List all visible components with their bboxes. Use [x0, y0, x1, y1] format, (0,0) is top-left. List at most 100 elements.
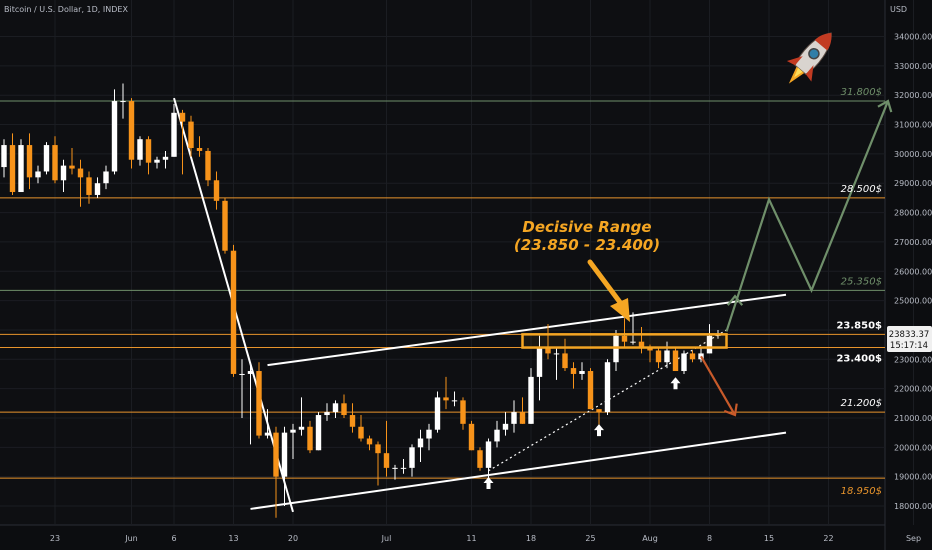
time-tick-label: Sep	[906, 534, 921, 543]
candle-body	[222, 200, 228, 251]
candle-body	[264, 432, 271, 436]
rocket-icon	[786, 32, 832, 84]
candle-body	[256, 371, 262, 436]
candle-body	[451, 400, 458, 402]
time-tick-label: 22	[823, 534, 833, 543]
candle-body	[638, 341, 645, 348]
support-markers	[483, 377, 681, 489]
level-label: 23.850$	[836, 320, 882, 331]
candle-body	[613, 335, 619, 363]
candle-body	[273, 432, 279, 477]
candle-body	[281, 432, 288, 477]
candle-body	[213, 180, 220, 201]
trendline-channel-top	[267, 293, 787, 367]
candle-body	[349, 415, 356, 427]
last-price-tag-bg	[887, 326, 932, 352]
symbol-title: Bitcoin / U.S. Dollar, 1D, INDEX	[4, 5, 128, 14]
candle-body	[77, 168, 84, 178]
time-tick-label: 18	[526, 534, 536, 543]
trendline-channel-bottom	[250, 431, 787, 510]
candle-body	[247, 371, 254, 374]
candle-body	[536, 347, 543, 377]
time-tick-label: 11	[466, 534, 476, 543]
price-tick-label: 18000.00	[894, 502, 932, 511]
candle-body	[621, 335, 628, 342]
annotation-line1: Decisive Range	[522, 218, 651, 236]
candle-body	[434, 397, 441, 430]
candle-body	[494, 429, 500, 442]
price-axis-panel	[885, 0, 932, 550]
bull-projection-path	[725, 100, 890, 332]
candle-body	[86, 177, 92, 195]
level-label: 23.400$	[836, 354, 882, 365]
candle-body	[545, 347, 551, 354]
annotation-line2: (23.850 - 23.400)	[514, 236, 660, 254]
candle-body	[26, 145, 33, 178]
candle-body	[324, 412, 330, 416]
candle-body	[94, 183, 101, 195]
time-tick-label: Jul	[381, 534, 392, 543]
candle-body	[239, 373, 245, 375]
candle-body	[477, 450, 483, 468]
candle-body	[162, 156, 169, 160]
level-labels: 31.800$ 28.500$ 25.350$ 23.850$ 23.400$ 21.20…	[836, 87, 882, 497]
projection-arrows	[700, 99, 893, 417]
candle-body	[392, 467, 398, 469]
price-tick-label: 27000.00	[894, 238, 932, 247]
candle-body	[60, 165, 67, 181]
candle-body	[579, 371, 585, 374]
candle-body	[341, 403, 347, 416]
candle-body	[417, 438, 424, 448]
price-tick-label: 19000.00	[894, 473, 932, 482]
candle-body	[553, 353, 560, 355]
candle-body	[604, 362, 611, 413]
time-tick-label: 23	[50, 534, 60, 543]
time-axis-ticks: 23 Jun 6 13 20 Jul 11 18 25 Aug 8 15 22 Sep	[50, 534, 921, 543]
candle-countdown: 15:17:14	[890, 341, 928, 351]
price-tick-label: 33000.00	[894, 62, 932, 71]
candle-body	[137, 139, 143, 160]
level-label: 25.350$	[841, 276, 882, 287]
candle-body	[485, 441, 492, 468]
candle-body	[315, 415, 322, 451]
candle-body	[111, 101, 118, 172]
candle-body	[587, 371, 594, 410]
candle-body	[460, 400, 466, 424]
price-tick-label: 26000.00	[894, 267, 932, 276]
candle-body	[1, 145, 7, 168]
candle-body	[298, 426, 305, 430]
candle-body	[519, 412, 526, 424]
candle-body	[502, 423, 509, 430]
decisive-range-box	[521, 333, 728, 349]
decisive-range-annotation: Decisive Range (23.850 - 23.400)	[514, 218, 660, 322]
candle-body	[647, 347, 653, 351]
level-label: 21.200$	[841, 398, 882, 409]
candle-body	[468, 423, 475, 451]
trendline-support-diagonal	[488, 329, 727, 472]
candle-body	[307, 426, 313, 451]
last-price-tag: 23833.37 15:17:14	[887, 326, 932, 352]
last-price-value: 23833.37	[889, 330, 930, 340]
candle-body	[205, 150, 211, 181]
price-tick-label: 28000.00	[894, 209, 932, 218]
time-tick-label: 8	[707, 534, 712, 543]
range-box-layer	[521, 333, 728, 349]
time-tick-label: 6	[171, 534, 176, 543]
candle-body	[655, 350, 662, 363]
time-tick-label: 13	[228, 534, 238, 543]
annotation-arrow-shaft	[587, 259, 625, 308]
support-arrow-icon	[483, 476, 494, 489]
level-label: 31.800$	[841, 87, 882, 98]
candle-body	[171, 112, 177, 157]
candle-body	[681, 353, 687, 372]
candle-body	[69, 165, 75, 169]
time-tick-label: 15	[764, 534, 774, 543]
time-tick-label: Jun	[124, 534, 138, 543]
candle-body	[409, 447, 415, 468]
candle-body	[400, 467, 407, 469]
annotation-arrow-head	[610, 298, 630, 322]
bull-arrowhead-icon	[877, 99, 893, 113]
bear-projection-path	[700, 355, 736, 416]
candle-body	[154, 159, 160, 163]
